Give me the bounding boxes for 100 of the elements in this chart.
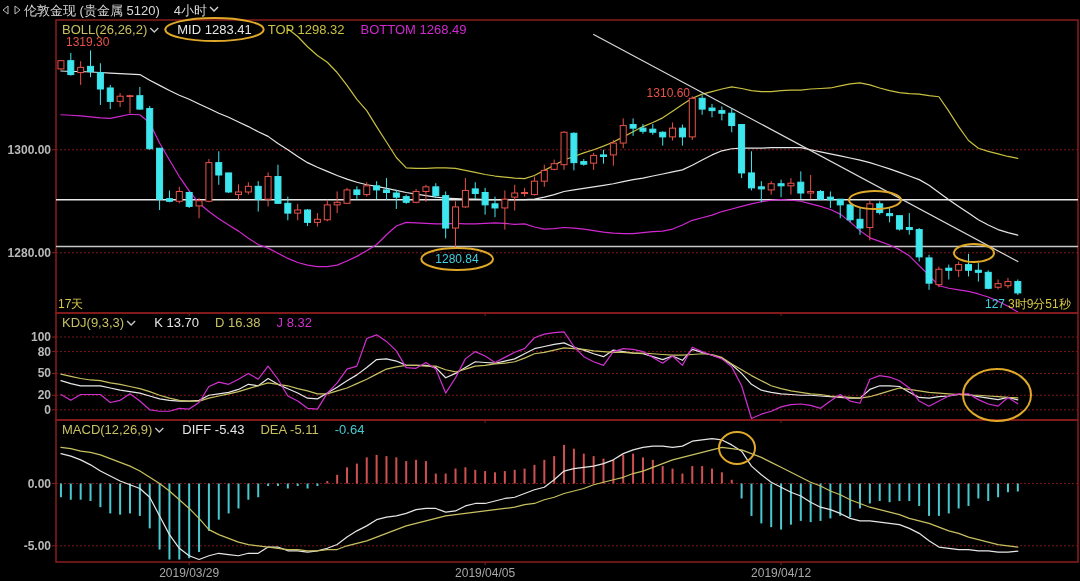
bar [355, 463, 358, 484]
bar [484, 471, 487, 484]
text: J 8.32 [276, 315, 312, 330]
bar [928, 483, 931, 516]
candlestick [116, 92, 124, 108]
bar [493, 472, 496, 484]
candlestick [452, 200, 460, 249]
bar [612, 459, 615, 484]
candlestick [777, 179, 785, 198]
bar [138, 483, 141, 516]
bar [346, 467, 349, 484]
candlestick [284, 196, 292, 221]
bar [878, 483, 881, 501]
y-tick-label: 1280.00 [7, 245, 52, 260]
bar [119, 483, 122, 515]
bar [967, 483, 970, 506]
bar [671, 468, 674, 484]
bar [563, 444, 566, 484]
bar [740, 483, 743, 499]
y-tick-label: 1300.00 [7, 142, 52, 157]
bar [770, 483, 773, 528]
candlestick [698, 94, 706, 116]
y-tick-label: -5.00 [23, 538, 52, 553]
candlestick [836, 198, 844, 219]
bar [503, 471, 506, 484]
bar [474, 469, 477, 484]
text: D 16.38 [214, 315, 261, 330]
candlestick [373, 180, 381, 200]
bar [622, 454, 625, 484]
bar [533, 464, 536, 484]
candlestick [254, 180, 262, 213]
candlestick [136, 86, 144, 111]
bar [286, 483, 289, 489]
chart-title: 伦敦金现 (贵金属 5120) [24, 3, 160, 18]
bar [79, 483, 82, 500]
bar [760, 483, 763, 524]
y-tick-label: 100 [30, 330, 52, 345]
bar [701, 466, 704, 484]
text: MID 1283.41 [177, 22, 252, 37]
bar [385, 456, 388, 484]
bar [434, 473, 437, 484]
candlestick [491, 196, 499, 218]
candlestick [481, 187, 489, 216]
legend-title: BOLL(26,26,2) [62, 22, 148, 37]
candlestick [540, 164, 548, 188]
bar [395, 457, 398, 484]
annotation: 1319.30 [66, 35, 110, 49]
text: DEA -5.11 [260, 422, 319, 437]
bar [572, 448, 575, 484]
bar [809, 483, 812, 523]
annotation: 17天 [58, 297, 84, 311]
candlestick [619, 117, 627, 149]
y-tick-label: 0.00 [27, 476, 52, 491]
bar [898, 483, 901, 501]
candlestick [935, 266, 943, 288]
bar [977, 483, 980, 499]
candlestick [718, 106, 726, 121]
bar [947, 483, 950, 514]
y-tick-label: 50 [37, 366, 52, 381]
bar [553, 456, 556, 484]
bar [178, 483, 181, 560]
bar [937, 483, 940, 516]
candlestick [965, 253, 972, 277]
candlestick [461, 177, 469, 209]
candlestick [67, 52, 75, 77]
candlestick [609, 139, 617, 167]
candlestick [96, 62, 104, 106]
bar [405, 461, 408, 484]
bar [99, 483, 102, 508]
y-tick-label: 20 [37, 388, 52, 403]
bar [198, 483, 201, 553]
bar [888, 483, 891, 503]
legend-title: KDJ(9,3,3) [62, 315, 125, 330]
candlestick [382, 177, 390, 201]
bar [306, 483, 309, 489]
bar [868, 483, 871, 504]
bar [829, 483, 832, 519]
candlestick [323, 199, 331, 222]
bar [641, 457, 644, 484]
bar [128, 483, 131, 514]
series-label: TOP 1298.32 [267, 22, 345, 37]
bar [89, 483, 92, 501]
candlestick [974, 262, 982, 283]
candlestick [195, 197, 203, 219]
bar [780, 483, 783, 530]
bar [424, 461, 427, 484]
bar [858, 483, 861, 509]
chart-subtitle: 4小时 [173, 3, 208, 18]
bar [217, 483, 220, 520]
bar [464, 467, 467, 484]
annotation: 1280.84 [435, 252, 480, 266]
candlestick [215, 150, 223, 186]
bar [987, 483, 990, 501]
legend-title: MACD(12,26,9) [62, 422, 153, 437]
candlestick [787, 177, 795, 196]
bar [207, 483, 210, 531]
candlestick [422, 184, 430, 203]
bar [730, 479, 733, 484]
annotation: 127 [985, 297, 1006, 311]
candlestick [757, 180, 765, 203]
